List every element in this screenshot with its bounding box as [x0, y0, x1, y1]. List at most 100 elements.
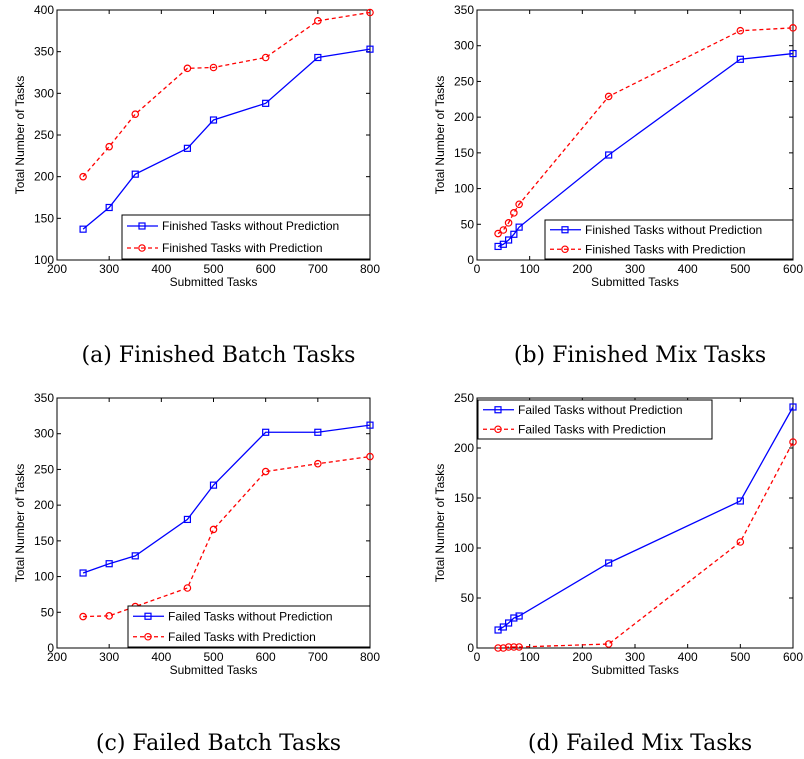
data-point-0	[515, 612, 523, 620]
x-tick-label: 300	[99, 650, 119, 664]
x-tick-label: 400	[151, 650, 171, 664]
y-tick-label: 0	[467, 641, 474, 655]
x-tick-label: 0	[474, 650, 481, 664]
data-point-1	[79, 612, 87, 621]
x-tick-label: 400	[678, 650, 698, 664]
x-tick-label: 800	[360, 650, 380, 664]
x-tick-label: 200	[572, 262, 592, 276]
x-tick-label: 600	[256, 650, 276, 664]
data-point-0	[79, 225, 87, 233]
data-point-0	[736, 497, 744, 505]
x-tick-label: 700	[308, 650, 328, 664]
data-point-1	[510, 209, 518, 217]
chart-panel-2: 200 300 400 500 600 700 800 0 50 100 150 200 250 300 3…	[13, 391, 380, 756]
legend-box	[127, 605, 371, 648]
legend-marker-1	[561, 245, 569, 254]
data-point-0	[262, 99, 270, 107]
x-tick-label: 800	[360, 262, 380, 276]
data-point-0	[505, 236, 513, 244]
y-axis-label: Total Number of Tasks	[13, 464, 27, 583]
y-axis-label: Total Number of Tasks	[13, 76, 27, 195]
legend-marker-0	[138, 222, 146, 230]
y-tick-label: 250	[454, 74, 474, 88]
data-point-1	[261, 53, 270, 62]
data-point-1	[79, 172, 87, 181]
x-tick-label: 400	[678, 262, 698, 276]
series-line-0	[497, 406, 794, 631]
data-point-1	[604, 640, 613, 648]
figure-caption: (a) Finished Batch Tasks	[82, 343, 356, 368]
legend-entry-1: Finished Tasks with Prediction	[162, 241, 323, 255]
y-tick-label: 200	[34, 170, 54, 184]
figure-caption: (b) Finished Mix Tasks	[514, 343, 766, 368]
data-point-1	[314, 459, 322, 468]
data-point-0	[183, 144, 192, 152]
data-point-0	[105, 560, 113, 568]
x-tick-label: 600	[783, 262, 803, 276]
data-point-0	[505, 619, 513, 627]
y-tick-label: 50	[41, 605, 55, 619]
legend: Failed Tasks without Prediction Failed Ta…	[127, 605, 371, 648]
x-axis-label: Submitted Tasks	[591, 663, 679, 677]
x-tick-label: 500	[203, 650, 223, 664]
data-point-1	[131, 110, 140, 118]
y-tick-label: 250	[34, 128, 54, 142]
data-point-1	[183, 584, 192, 592]
legend-marker-1	[144, 632, 152, 641]
x-axis-label: Submitted Tasks	[170, 275, 258, 289]
series-line-0	[497, 52, 794, 248]
data-point-1	[736, 538, 745, 546]
data-point-1	[314, 17, 322, 25]
y-tick-label: 350	[454, 3, 474, 17]
x-tick-label: 0	[474, 262, 481, 276]
x-tick-label: 100	[520, 650, 540, 664]
y-tick-label: 150	[34, 211, 54, 225]
series-line-1	[82, 11, 371, 178]
data-point-0	[605, 151, 613, 159]
data-point-1	[494, 644, 502, 652]
x-tick-label: 200	[572, 650, 592, 664]
series-line-0	[82, 48, 371, 230]
legend-entry-0: Finished Tasks without Prediction	[585, 223, 762, 237]
data-point-0	[605, 559, 613, 567]
chart-panel-0: 200 300 400 500 600 700 800 100 150 200 250 300 350 4…	[13, 3, 380, 368]
data-point-0	[515, 223, 523, 231]
data-point-1	[499, 644, 508, 652]
data-point-1	[105, 612, 113, 620]
legend-box	[477, 399, 713, 440]
data-point-0	[510, 230, 518, 238]
data-point-0	[510, 614, 518, 622]
data-point-0	[366, 45, 374, 53]
x-tick-label: 300	[625, 650, 645, 664]
y-axis-label: Total Number of Tasks	[433, 464, 447, 583]
data-point-1	[515, 200, 523, 209]
legend-marker-1	[494, 425, 502, 434]
data-point-1	[261, 467, 270, 476]
legend: Finished Tasks without Prediction Finishe…	[121, 214, 371, 260]
data-point-0	[789, 49, 797, 58]
x-axis-label: Submitted Tasks	[591, 275, 679, 289]
y-tick-label: 300	[34, 86, 54, 100]
data-point-1	[209, 63, 218, 72]
data-point-1	[789, 438, 797, 446]
y-tick-label: 350	[34, 391, 54, 405]
x-tick-label: 100	[520, 262, 540, 276]
data-point-0	[79, 569, 87, 577]
chart-panel-3: 0 100 200 300 400 500 600 0 50 100 150 200 250 Submit…	[433, 391, 803, 756]
data-point-0	[209, 116, 218, 124]
figure-caption: (c) Failed Batch Tasks	[96, 731, 341, 756]
data-point-0	[314, 53, 322, 62]
data-point-0	[314, 428, 322, 436]
y-tick-label: 150	[454, 146, 474, 160]
data-point-0	[262, 428, 270, 436]
data-point-1	[504, 219, 513, 227]
data-point-1	[209, 525, 218, 534]
legend: Finished Tasks without Prediction Finishe…	[544, 219, 794, 260]
data-point-1	[494, 229, 502, 238]
series-line-0	[82, 424, 371, 574]
series-line-1	[497, 27, 794, 235]
data-point-1	[105, 142, 113, 151]
data-point-1	[504, 643, 513, 651]
data-point-1	[366, 8, 374, 17]
data-point-1	[604, 92, 613, 101]
